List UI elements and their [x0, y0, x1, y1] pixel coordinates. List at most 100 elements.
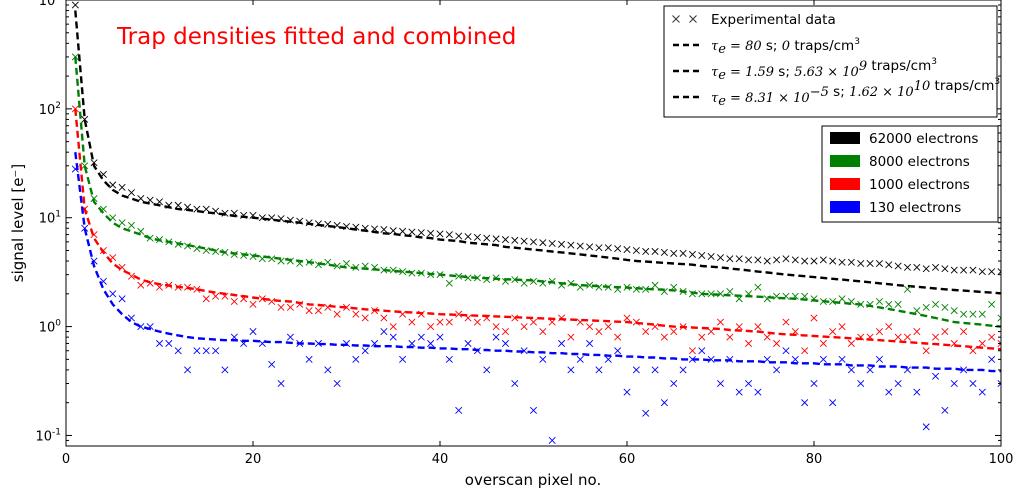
data-point — [399, 355, 407, 363]
data-point — [230, 297, 238, 306]
data-point — [688, 250, 696, 258]
fit-line — [74, 152, 1001, 373]
y-tick-label: 103 — [39, 0, 61, 9]
data-point — [782, 347, 790, 355]
data-point — [801, 347, 809, 355]
data-point — [427, 229, 435, 237]
data-point — [745, 339, 753, 347]
data-point — [801, 257, 809, 265]
data-point — [520, 237, 528, 245]
data-point — [969, 310, 977, 318]
data-point — [445, 355, 453, 363]
data-point — [604, 355, 612, 363]
legend-signal-entry: 8000 electrons — [830, 154, 970, 170]
legend-label: τe = 8.31 × 10−5 s; 1.62 × 1010 traps/cm… — [711, 77, 1000, 109]
data-point — [698, 333, 706, 341]
data-point — [716, 379, 725, 388]
data-point — [913, 263, 921, 271]
data-point — [286, 303, 294, 311]
legend-marker-icon — [689, 15, 697, 23]
data-point — [165, 339, 173, 347]
data-point — [548, 436, 556, 444]
data-point — [782, 255, 790, 263]
data-point — [894, 262, 902, 270]
data-point — [305, 355, 313, 363]
data-point — [567, 333, 575, 341]
data-point — [314, 307, 322, 315]
data-point — [202, 295, 210, 303]
legend-signal-label: 1000 electrons — [869, 177, 970, 193]
legend-signal-entry: 130 electrons — [830, 200, 961, 216]
data-point — [875, 259, 883, 267]
data-point — [791, 355, 799, 363]
data-point — [978, 268, 986, 276]
data-point — [819, 339, 827, 347]
data-point — [679, 366, 687, 374]
data-point — [894, 379, 902, 388]
legend-signal-entry: 62000 electrons — [830, 131, 978, 147]
data-point — [754, 323, 762, 331]
data-point — [866, 259, 874, 267]
data-point — [791, 256, 799, 264]
data-point — [483, 366, 491, 374]
data-point — [277, 379, 285, 388]
data-point — [202, 347, 210, 355]
data-point — [978, 388, 986, 396]
legend-markers-box — [663, 5, 998, 118]
data-point — [277, 303, 285, 311]
series-layer — [71, 1, 1001, 444]
data-point — [642, 247, 650, 255]
data-point — [651, 366, 659, 374]
data-point — [960, 328, 968, 336]
data-point — [941, 265, 949, 273]
data-point — [389, 323, 397, 331]
data-point — [838, 295, 846, 303]
data-point — [529, 406, 538, 414]
data-point — [614, 333, 622, 341]
data-point — [427, 323, 435, 331]
data-point — [997, 339, 1001, 347]
x-axis-label: overscan pixel no. — [465, 471, 601, 489]
data-point — [118, 219, 126, 227]
data-point — [988, 355, 996, 363]
legend-entry: τe = 8.31 × 10−5 s; 1.62 × 1010 traps/cm… — [673, 77, 1000, 109]
legend-signal-entry: 1000 electrons — [830, 177, 970, 193]
data-point — [988, 268, 996, 276]
data-point — [875, 297, 883, 306]
data-point — [595, 244, 603, 252]
data-point — [754, 283, 762, 291]
data-point — [773, 339, 781, 347]
x-tick-label: 80 — [806, 452, 823, 467]
data-point — [193, 285, 201, 293]
legend-label: Experimental data — [711, 12, 836, 28]
data-point — [651, 247, 659, 255]
legend-marker-icon — [672, 15, 680, 23]
data-point — [642, 285, 650, 293]
data-point — [913, 328, 921, 336]
data-point — [632, 366, 640, 374]
data-point — [305, 307, 313, 315]
data-point — [576, 242, 584, 250]
data-point — [445, 279, 453, 287]
data-point — [885, 323, 893, 331]
data-point — [782, 318, 790, 326]
data-point — [380, 328, 388, 336]
data-point — [838, 323, 846, 331]
data-point — [408, 228, 416, 236]
data-point — [539, 355, 547, 363]
data-point — [819, 256, 827, 264]
legend-label: τe = 1.59 s; 5.63 × 109 traps/cm3 — [711, 57, 937, 83]
data-point — [745, 379, 753, 388]
data-point — [539, 328, 547, 336]
data-point — [380, 314, 388, 322]
data-point — [632, 246, 640, 255]
x-tick-label: 100 — [989, 452, 1014, 467]
data-point — [754, 388, 762, 396]
data-point — [726, 333, 734, 341]
data-point — [614, 347, 622, 355]
legend-entry: τe = 80 s; 0 traps/cm3 — [673, 37, 860, 57]
data-point — [698, 251, 706, 259]
data-point — [511, 236, 519, 244]
data-point — [314, 339, 322, 347]
